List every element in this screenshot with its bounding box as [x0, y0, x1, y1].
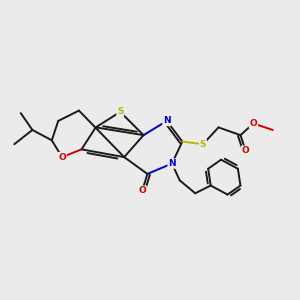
Text: O: O: [138, 186, 146, 195]
Text: O: O: [242, 146, 250, 155]
Text: O: O: [58, 153, 66, 162]
Text: O: O: [250, 119, 257, 128]
Text: N: N: [163, 116, 171, 125]
Text: N: N: [168, 159, 176, 168]
Text: S: S: [117, 107, 124, 116]
Text: S: S: [200, 140, 206, 149]
